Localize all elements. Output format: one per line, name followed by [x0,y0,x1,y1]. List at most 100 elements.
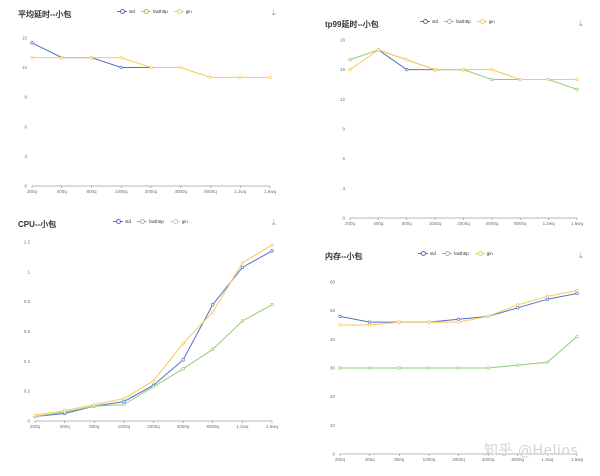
chart-title: tp99延时--小包 [325,20,379,29]
series-line-fasthttp [340,336,578,369]
download-icon[interactable]: ⤓ [579,251,583,260]
data-point-gin[interactable] [461,68,466,72]
data-point-std[interactable] [338,314,342,319]
data-point-gin[interactable] [211,310,215,314]
data-point-gin[interactable] [490,68,494,72]
data-point-gin[interactable] [427,320,431,324]
download-icon[interactable]: ⤓ [272,8,276,17]
data-point-std[interactable] [575,291,579,296]
data-point-fasthttp[interactable] [545,360,550,364]
data-point-gin[interactable] [122,396,126,401]
data-point-gin[interactable] [62,408,67,413]
data-point-gin[interactable] [516,303,520,307]
data-point-gin[interactable] [60,55,64,60]
data-point-fasthttp[interactable] [240,319,245,323]
legend-item-fasthttp[interactable]: fasthttp [137,219,164,224]
data-point-gin[interactable] [268,75,272,80]
data-point-gin[interactable] [270,243,274,247]
data-point-fasthttp[interactable] [211,347,215,352]
legend-marker [113,219,123,224]
data-point-gin[interactable] [456,320,461,324]
data-point-fasthttp[interactable] [575,334,579,339]
data-point-fasthttp[interactable] [122,402,126,407]
data-point-std[interactable] [119,65,123,70]
data-point-gin[interactable] [518,77,522,82]
data-point-fasthttp[interactable] [486,366,490,370]
data-point-gin[interactable] [397,320,401,324]
data-point-gin[interactable] [181,341,185,346]
data-point-gin[interactable] [376,48,381,52]
legend-item-std[interactable]: std [418,251,436,256]
data-point-gin[interactable] [486,314,490,319]
data-point-fasthttp[interactable] [348,58,352,62]
data-point-std[interactable] [270,249,274,253]
y-tick-label: 30 [330,366,336,371]
legend-item-gin[interactable]: gin [173,9,192,14]
data-point-gin[interactable] [179,65,183,70]
legend-item-std[interactable]: std [420,19,438,24]
data-point-gin[interactable] [92,402,96,407]
data-point-fasthttp[interactable] [397,366,401,370]
data-point-std[interactable] [240,265,245,270]
data-point-gin[interactable] [545,294,550,298]
data-point-gin[interactable] [151,379,156,383]
data-point-fasthttp[interactable] [490,77,494,82]
data-point-fasthttp[interactable] [151,385,156,389]
data-point-std[interactable] [181,358,185,362]
legend-item-gin[interactable]: gin [169,219,188,224]
data-point-gin[interactable] [367,323,372,327]
legend-item-std[interactable]: std [117,9,135,14]
download-icon[interactable]: ⤓ [272,218,276,227]
data-point-fasthttp[interactable] [181,367,185,371]
download-icon[interactable]: ⤓ [579,19,583,28]
data-point-std[interactable] [405,68,409,72]
data-point-std[interactable] [211,302,215,307]
legend-item-gin[interactable]: gin [476,19,495,24]
chart-panel-cpu: CPU--小包 std fasthttp gin ⤓ 200q 400q 800q 1000q 2… [0,212,300,476]
data-point-gin[interactable] [149,65,153,70]
data-point-gin[interactable] [208,75,213,80]
y-tick-label: 0 [27,419,30,424]
data-point-std[interactable] [367,320,372,324]
data-point-fasthttp[interactable] [516,363,520,367]
data-point-gin[interactable] [433,68,437,72]
chart-panel-tp99-latency: tp99延时--小包 std fasthttp gin ⤓ 200q 400q 800q 100… [305,0,600,238]
data-point-gin[interactable] [240,261,245,265]
data-point-fasthttp[interactable] [270,302,274,307]
x-tick-label: 8000q [514,221,527,226]
data-point-gin[interactable] [348,68,352,72]
legend-item-fasthttp[interactable]: fasthttp [141,9,168,14]
data-point-std[interactable] [30,41,34,45]
data-point-gin[interactable] [575,288,579,293]
x-tick-label: 1.6wq [266,424,279,429]
data-point-gin[interactable] [119,55,123,60]
data-point-fasthttp[interactable] [338,366,342,370]
data-point-fasthttp[interactable] [427,366,431,370]
legend-item-gin[interactable]: gin [474,251,493,256]
y-tick-label: 10 [330,423,336,428]
data-point-gin[interactable] [546,77,551,82]
data-point-std[interactable] [456,317,461,321]
data-point-gin[interactable] [30,55,34,60]
data-point-fasthttp[interactable] [575,87,579,92]
data-point-fasthttp[interactable] [367,366,372,370]
data-point-gin[interactable] [33,413,37,417]
series-line-std [34,250,273,418]
legend-label: fasthttp [454,251,469,256]
legend-item-fasthttp[interactable]: fasthttp [444,19,471,24]
data-point-gin[interactable] [575,77,579,82]
legend-item-fasthttp[interactable]: fasthttp [442,251,469,256]
data-point-gin[interactable] [338,323,342,327]
x-tick-label: 1000q [429,221,442,226]
data-point-std[interactable] [122,399,126,404]
data-point-gin[interactable] [405,58,409,62]
legend-label: fasthttp [456,19,471,24]
data-point-gin[interactable] [238,75,242,80]
data-point-fasthttp[interactable] [456,366,461,370]
x-tick-label: 800q [394,457,405,462]
legend-marker [169,219,180,224]
legend-item-std[interactable]: std [113,219,131,224]
data-point-gin[interactable] [89,55,94,60]
data-point-std[interactable] [516,306,520,310]
data-point-std[interactable] [545,297,550,301]
